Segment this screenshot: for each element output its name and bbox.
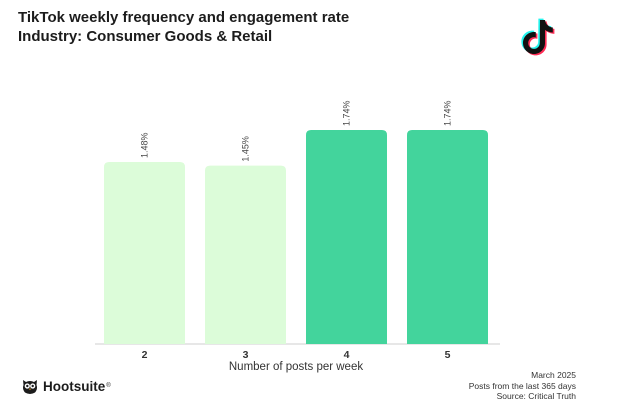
bars-group: 1.48% 2 1.45% 3 1.74% 4 1.74% 5 [104,100,488,361]
report-source: Source: Critical Truth [496,391,576,401]
x-tick-label-3: 3 [243,349,249,361]
x-axis-label: Number of posts per week [229,361,363,373]
x-tick-label-2: 2 [142,349,148,361]
registered-mark: ® [106,383,111,389]
x-tick-label-4: 4 [344,349,350,361]
data-label-2: 1.48% [140,132,150,158]
bar-2 [104,161,185,344]
data-label-4: 1.74% [342,100,352,126]
bar-5 [407,130,488,344]
brand-name: Hootsuite [43,378,106,394]
x-tick-label-5: 5 [445,349,451,361]
chart-subtitle: Industry: Consumer Goods & Retail [18,28,273,45]
footer-notes: March 2025 Posts from the last 365 days … [469,370,576,402]
tiktok-logo-icon [521,18,555,56]
hootsuite-logo: Hootsuite ® [21,377,111,395]
report-date: March 2025 [531,370,576,380]
report-period: Posts from the last 365 days [468,380,576,391]
bar-4 [306,130,387,344]
hootsuite-owl-icon [23,380,37,394]
chart-title: TikTok weekly frequency and engagement r… [18,9,350,26]
bar-3 [205,165,286,344]
data-label-5: 1.74% [443,100,453,126]
data-label-3: 1.45% [241,136,251,162]
